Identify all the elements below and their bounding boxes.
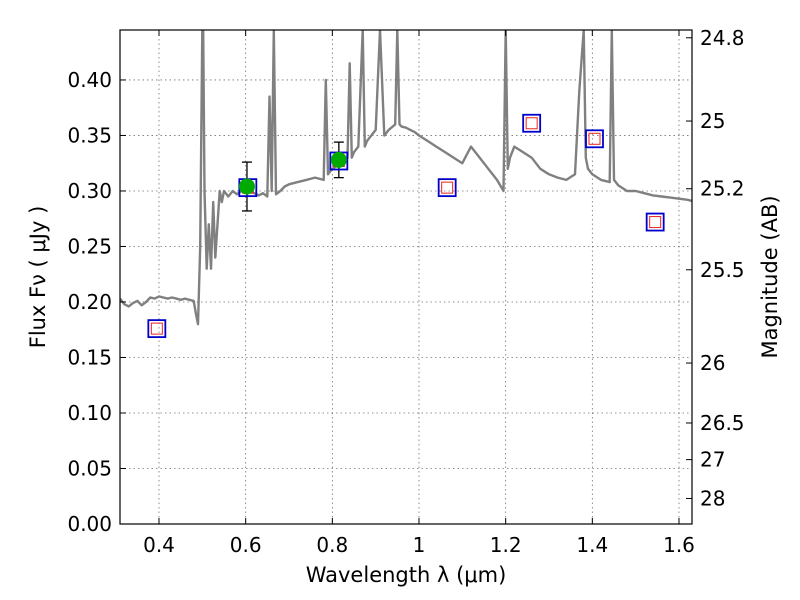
- x-tick-label: 0.4: [143, 533, 175, 557]
- y2-tick-label: 28: [700, 486, 725, 510]
- data-markers: [147, 113, 665, 339]
- observed-point: [238, 178, 255, 195]
- model-square-inner: [588, 132, 601, 145]
- y2-tick-labels: 24.8 25 25.2 25.5 26 26.5 27 28: [700, 26, 745, 511]
- spectrum-series: [120, 30, 692, 326]
- model-square-marker: [437, 178, 457, 198]
- y2-tick-label: 27: [700, 448, 725, 472]
- y-tick-label: 0.20: [67, 290, 112, 314]
- y-tick-label: 0.25: [67, 234, 112, 258]
- y-tick-label: 0.00: [67, 512, 112, 536]
- model-square-marker: [147, 319, 167, 339]
- x-tick-label: 1: [413, 533, 426, 557]
- model-square-marker: [585, 129, 604, 149]
- model-square-inner: [441, 181, 454, 194]
- y2-tick-label: 25.5: [700, 258, 745, 282]
- y-tick-label: 0.35: [67, 123, 112, 147]
- x-tick-label: 0.8: [316, 533, 348, 557]
- y-tick-labels: 0.00 0.05 0.10 0.15 0.20 0.25 0.30 0.35 0.40: [67, 68, 112, 536]
- x-tick-label: 1.4: [576, 533, 608, 557]
- model-square-inner: [525, 117, 538, 130]
- x-tick-label: 1.2: [490, 533, 522, 557]
- y2-tick-label: 25: [700, 109, 725, 133]
- x-tick-label: 1.6: [663, 533, 695, 557]
- observed-point: [330, 151, 347, 168]
- model-square-inner: [150, 322, 163, 335]
- y-tick-label: 0.10: [67, 401, 112, 425]
- y2-tick-label: 24.8: [700, 26, 745, 50]
- x-tick-labels: 0.4 0.6 0.8 1 1.2 1.4 1.6: [143, 533, 695, 557]
- y-axis-label: Flux Fν ( μJy ): [26, 206, 50, 349]
- y-tick-label: 0.40: [67, 68, 112, 92]
- y-tick-label: 0.05: [67, 456, 112, 480]
- y2-tick-label: 26.5: [700, 411, 745, 435]
- plot-frame: [119, 29, 693, 525]
- y2-tick-label: 25.2: [700, 177, 745, 201]
- y2-axis-label: Magnitude (AB): [758, 195, 782, 358]
- model-square-inner: [649, 216, 662, 229]
- y2-tick-label: 26: [700, 351, 725, 375]
- spectrum-line: [120, 30, 692, 326]
- x-axis-label: Wavelength λ (μm): [306, 563, 507, 587]
- grid: [120, 30, 692, 525]
- y-tick-label: 0.15: [67, 345, 112, 369]
- x-tick-label: 0.6: [230, 533, 262, 557]
- y-tick-label: 0.30: [67, 179, 112, 203]
- model-square-marker: [522, 113, 542, 133]
- model-square-marker: [645, 212, 665, 232]
- axis-ticks: [120, 30, 692, 525]
